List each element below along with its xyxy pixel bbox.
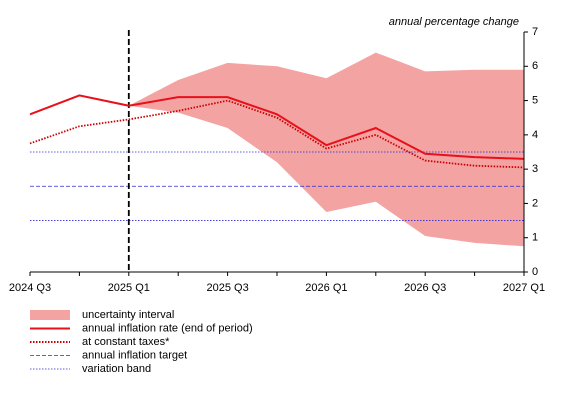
x-tick-label: 2026 Q1 — [305, 282, 347, 294]
x-tick-label: 2027 Q1 — [503, 282, 545, 294]
y-tick-label: 1 — [532, 232, 538, 244]
y-axis-label: annual percentage change — [389, 16, 519, 28]
x-tick-label: 2025 Q3 — [206, 282, 248, 294]
series-line — [29, 99, 525, 169]
y-tick-label: 6 — [532, 60, 538, 72]
legend-label: at constant taxes* — [82, 336, 170, 348]
legend-label: variation band — [82, 363, 151, 375]
y-tick-label: 4 — [532, 129, 538, 141]
y-tick-label: 3 — [532, 163, 538, 175]
y-tick-label: 7 — [532, 26, 538, 38]
series-line — [29, 94, 525, 160]
y-tick-label: 5 — [532, 94, 538, 106]
x-tick-label: 2024 Q3 — [9, 282, 51, 294]
legend-label: annual inflation target — [82, 349, 187, 361]
y-tick-label: 2 — [532, 197, 538, 209]
legend-label: uncertainty interval — [82, 309, 174, 321]
x-tick-label: 2026 Q3 — [404, 282, 446, 294]
x-tick-label: 2025 Q1 — [108, 282, 150, 294]
y-tick-label: 0 — [532, 266, 538, 278]
legend-swatch — [30, 310, 70, 320]
legend-label: annual inflation rate (end of period) — [82, 322, 253, 334]
